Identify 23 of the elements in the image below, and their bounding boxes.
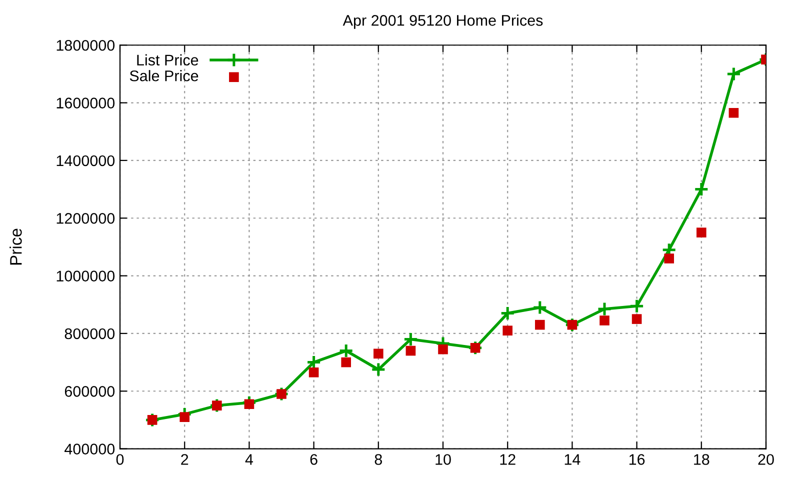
x-tick-label: 8 [374,454,382,465]
y-tick-label: 1200000 [56,212,115,224]
x-tick-label: 18 [694,454,710,465]
legend-label: List Price [137,54,198,66]
x-tick-label: 10 [436,454,451,465]
chart-title: Apr 2001 95120 Home Prices [342,14,543,29]
x-tick-label: 4 [245,454,253,465]
y-axis-title: Price [10,228,22,265]
y-tick-label: 1400000 [56,155,115,166]
y-tick-label: 1800000 [56,40,115,51]
y-tick-label: 800000 [64,328,115,340]
legend-label: Sale Price [130,70,198,82]
y-tick-label: 1000000 [56,270,115,282]
x-tick-label: 14 [564,454,580,465]
x-tick-label: 12 [500,454,516,465]
x-tick-label: 6 [310,454,318,465]
x-tick-label: 20 [758,454,774,465]
x-tick-label: 0 [116,454,124,465]
x-tick-label: 16 [629,454,645,465]
y-tick-label: 400000 [64,444,115,454]
y-tick-label: 1600000 [56,98,115,108]
y-tick-label: 600000 [64,386,115,397]
x-tick-label: 2 [181,454,188,465]
